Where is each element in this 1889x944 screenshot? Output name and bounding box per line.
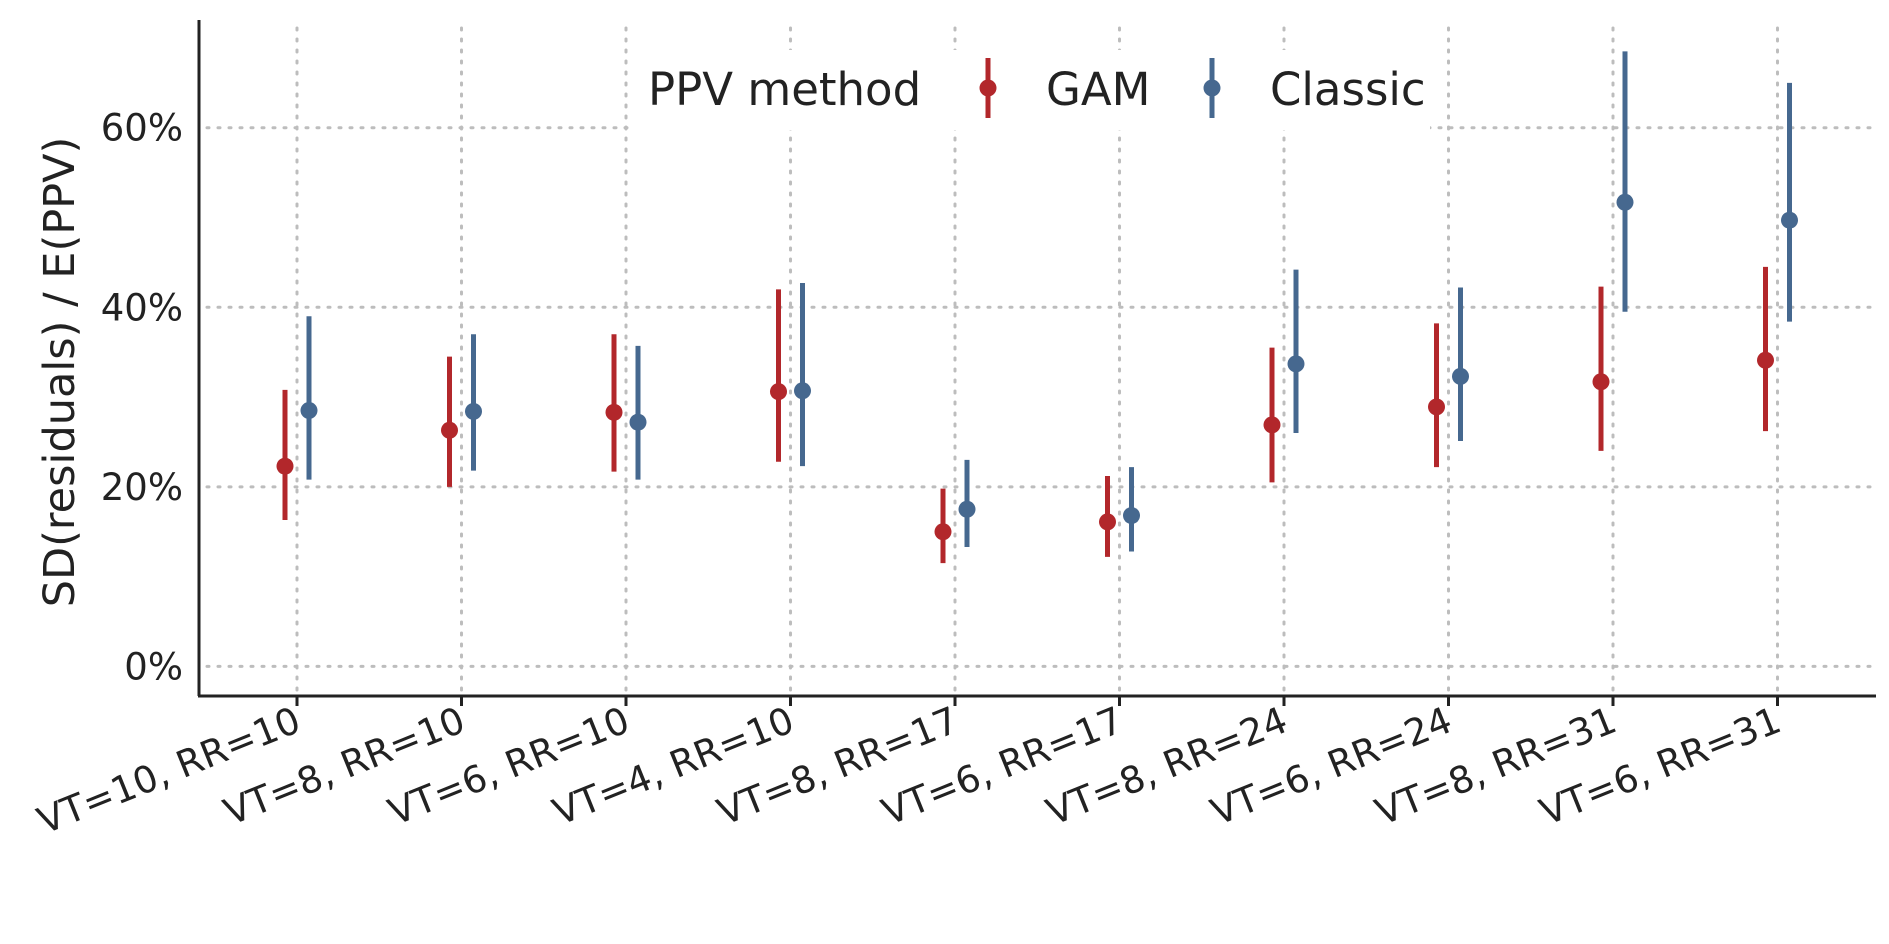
- data-point: [1781, 211, 1798, 229]
- legend-key-gam: [979, 58, 997, 118]
- data-point: [770, 383, 787, 401]
- data-point: [441, 421, 458, 439]
- data-point: [1263, 416, 1281, 434]
- data-point: [1123, 507, 1140, 525]
- data-point: [1099, 513, 1116, 531]
- data-point: [1428, 398, 1445, 416]
- y-tick-label: 40%: [101, 286, 183, 329]
- legend-key-point: [1203, 79, 1221, 97]
- data-point: [1452, 367, 1469, 385]
- y-tick-label: 0%: [124, 645, 183, 688]
- axes: [197, 20, 1876, 698]
- data-point: [1592, 373, 1610, 391]
- data-point: [605, 403, 623, 421]
- series-classic: [300, 51, 1798, 552]
- legend: PPV method GAM Classic: [630, 50, 1430, 130]
- series-gam: [276, 266, 1774, 564]
- legend-key-point: [979, 79, 997, 97]
- data-point: [1757, 351, 1774, 369]
- y-tick-label: 20%: [101, 466, 183, 509]
- y-tick-label: 60%: [101, 107, 183, 150]
- data-point: [276, 457, 294, 475]
- data-point: [958, 500, 976, 518]
- y-axis-title: SD(residuals) / E(PPV): [35, 137, 85, 608]
- data-point: [1616, 193, 1634, 211]
- y-tick-labels: 0% 20% 40% 60%: [101, 107, 183, 689]
- data-point: [794, 382, 811, 400]
- data-point: [300, 402, 318, 420]
- legend-label: GAM: [1046, 63, 1150, 116]
- data-point: [465, 402, 482, 420]
- data-point: [629, 413, 647, 431]
- data-point: [1287, 355, 1305, 373]
- legend-label: Classic: [1270, 63, 1426, 116]
- legend-key-classic: [1203, 58, 1221, 118]
- legend-title: PPV method: [648, 63, 921, 116]
- data-point: [934, 523, 952, 541]
- legend-background: [630, 50, 1430, 130]
- data-marks: [276, 51, 1798, 564]
